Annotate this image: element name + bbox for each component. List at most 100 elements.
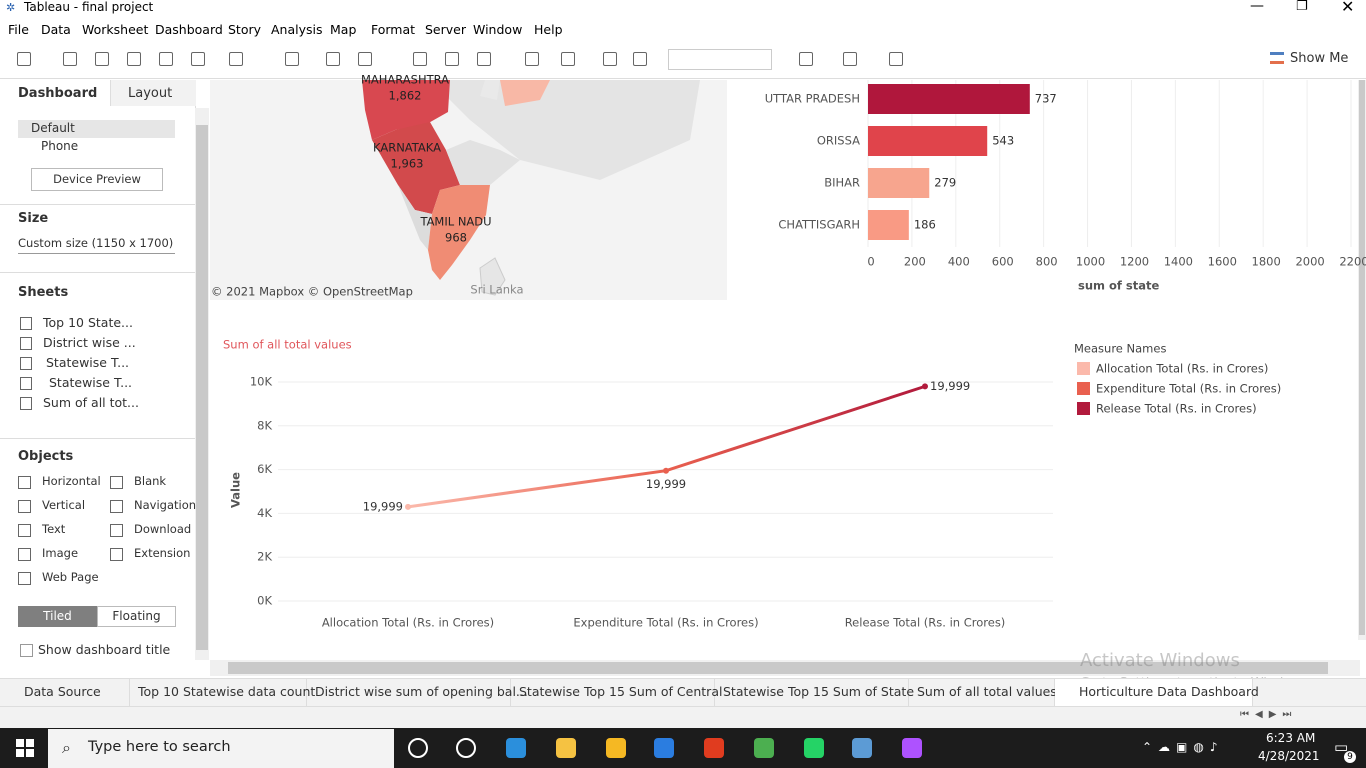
toolbar-button[interactable] <box>191 52 205 66</box>
menu-item[interactable]: Window <box>473 22 523 37</box>
sheet-tab-label[interactable]: District wise sum of opening bal... <box>315 684 528 699</box>
taskbar-app[interactable] <box>408 738 428 758</box>
toolbar-dropdown[interactable] <box>668 49 772 70</box>
map-value: 968 <box>445 231 467 245</box>
object-item[interactable]: Navigation <box>134 498 197 512</box>
h-scroll-thumb[interactable] <box>228 662 1328 674</box>
menu-item[interactable]: Help <box>534 22 563 37</box>
taskbar-app[interactable] <box>754 738 774 758</box>
minimize[interactable]: — <box>1250 0 1264 14</box>
device-preview-button[interactable]: Device Preview <box>31 168 163 191</box>
menu-item[interactable]: Format <box>371 22 416 37</box>
sheet-tab[interactable] <box>307 679 511 706</box>
sheet-tab-label[interactable]: Statewise Top 15 Sum of State <box>723 684 915 699</box>
menu-item[interactable]: Dashboard <box>155 22 223 37</box>
toolbar-button[interactable] <box>413 52 427 66</box>
object-item[interactable]: Blank <box>134 474 167 488</box>
object-item[interactable]: Horizontal <box>42 474 101 488</box>
toolbar-button[interactable] <box>358 52 372 66</box>
sheet-tab[interactable] <box>511 679 715 706</box>
toolbar-button[interactable] <box>561 52 575 66</box>
sheet-item[interactable]: Statewise T... <box>49 375 133 390</box>
checkbox[interactable] <box>20 644 33 657</box>
scroll-thumb[interactable] <box>1359 80 1365 635</box>
menu-item[interactable]: Server <box>425 22 466 37</box>
taskbar-app[interactable] <box>456 738 476 758</box>
sheet-tab[interactable] <box>1055 679 1253 706</box>
tab[interactable]: Dashboard <box>18 86 98 101</box>
chart-title: Sum of all total values <box>223 338 352 352</box>
menu-item[interactable]: Data <box>41 22 71 37</box>
floating-button[interactable]: Floating <box>97 606 176 627</box>
taskbar-app[interactable] <box>804 738 824 758</box>
menu-item[interactable]: File <box>8 22 29 37</box>
taskbar-app[interactable] <box>654 738 674 758</box>
show-me[interactable]: Show Me <box>1290 51 1349 66</box>
object-item[interactable]: Extension <box>134 546 191 560</box>
start-button[interactable] <box>16 739 34 757</box>
menu-item[interactable]: Story <box>228 22 262 37</box>
menu-item[interactable]: Worksheet <box>82 22 149 37</box>
toolbar-button[interactable] <box>525 52 539 66</box>
sheet-tab-label[interactable]: Horticulture Data Dashboard <box>1079 684 1259 699</box>
toolbar-button[interactable] <box>843 52 857 66</box>
sheet-tab-label[interactable]: Statewise Top 15 Sum of Central <box>519 684 723 699</box>
sheet-item[interactable]: District wise ... <box>43 335 136 350</box>
category-label: BIHAR <box>824 176 860 190</box>
toolbar-button[interactable] <box>326 52 340 66</box>
taskbar-app[interactable] <box>506 738 526 758</box>
tray-icons[interactable]: ⌃☁▣◍♪ <box>1142 740 1224 754</box>
scroll-thumb[interactable] <box>196 125 208 650</box>
search-box[interactable] <box>48 729 394 768</box>
taskbar-app[interactable] <box>556 738 576 758</box>
clock-date[interactable]: 4/28/2021 <box>1258 749 1320 763</box>
toolbar-button[interactable] <box>63 52 77 66</box>
menu-item[interactable]: Analysis <box>271 22 323 37</box>
toolbar-button[interactable] <box>889 52 903 66</box>
toolbar-button[interactable] <box>229 52 243 66</box>
taskbar-app[interactable] <box>902 738 922 758</box>
search-placeholder[interactable]: Type here to search <box>88 739 231 755</box>
toolbar-button[interactable] <box>17 52 31 66</box>
sheet-tab-label[interactable]: Top 10 Statewise data count <box>138 684 316 699</box>
nav-arrows[interactable]: ⏮◀▶⏭ <box>1240 709 1298 720</box>
toolbar-button[interactable] <box>799 52 813 66</box>
sheet-tab[interactable] <box>909 679 1055 706</box>
tiled-button[interactable]: Tiled <box>18 606 97 627</box>
toolbar-button[interactable] <box>95 52 109 66</box>
sheet-item[interactable]: Statewise T... <box>46 355 130 370</box>
object-item[interactable]: Image <box>42 546 79 560</box>
toolbar-button[interactable] <box>603 52 617 66</box>
sheet-tab[interactable] <box>130 679 307 706</box>
taskbar-app[interactable] <box>704 738 724 758</box>
toolbar-button[interactable] <box>159 52 173 66</box>
y-tick-label: 2K <box>257 550 272 564</box>
show-title-label[interactable]: Show dashboard title <box>38 642 171 657</box>
toolbar-button[interactable] <box>127 52 141 66</box>
sheet-tab-label[interactable]: Sum of all total values <box>917 684 1057 699</box>
tab[interactable]: Layout <box>128 86 173 101</box>
object-item[interactable]: Text <box>42 522 66 536</box>
restore[interactable]: ❐ <box>1296 0 1308 14</box>
device-option[interactable]: Default <box>31 121 75 135</box>
toolbar-button[interactable] <box>445 52 459 66</box>
taskbar-app[interactable] <box>606 738 626 758</box>
toolbar-button[interactable] <box>477 52 491 66</box>
taskbar-app[interactable] <box>852 738 872 758</box>
sheet-item[interactable]: Top 10 State... <box>43 315 133 330</box>
sheet-tab-label[interactable]: Data Source <box>24 684 101 699</box>
object-item[interactable]: Web Page <box>42 570 99 584</box>
sheet-item[interactable]: Sum of all tot... <box>43 395 139 410</box>
toolbar-button[interactable] <box>633 52 647 66</box>
close[interactable]: ✕ <box>1341 0 1355 16</box>
device-option[interactable]: Phone <box>41 139 79 153</box>
clock-time[interactable]: 6:23 AM <box>1266 731 1316 745</box>
action-center[interactable]: ▭ <box>1334 738 1349 756</box>
object-item[interactable]: Vertical <box>42 498 86 512</box>
menu-item[interactable]: Map <box>330 22 357 37</box>
object-item[interactable]: Download <box>134 522 192 536</box>
size-dropdown[interactable]: Custom size (1150 x 1700) <box>18 236 175 254</box>
sheet-tab[interactable] <box>715 679 909 706</box>
toolbar-button[interactable] <box>285 52 299 66</box>
sheet-tab[interactable] <box>0 679 130 706</box>
